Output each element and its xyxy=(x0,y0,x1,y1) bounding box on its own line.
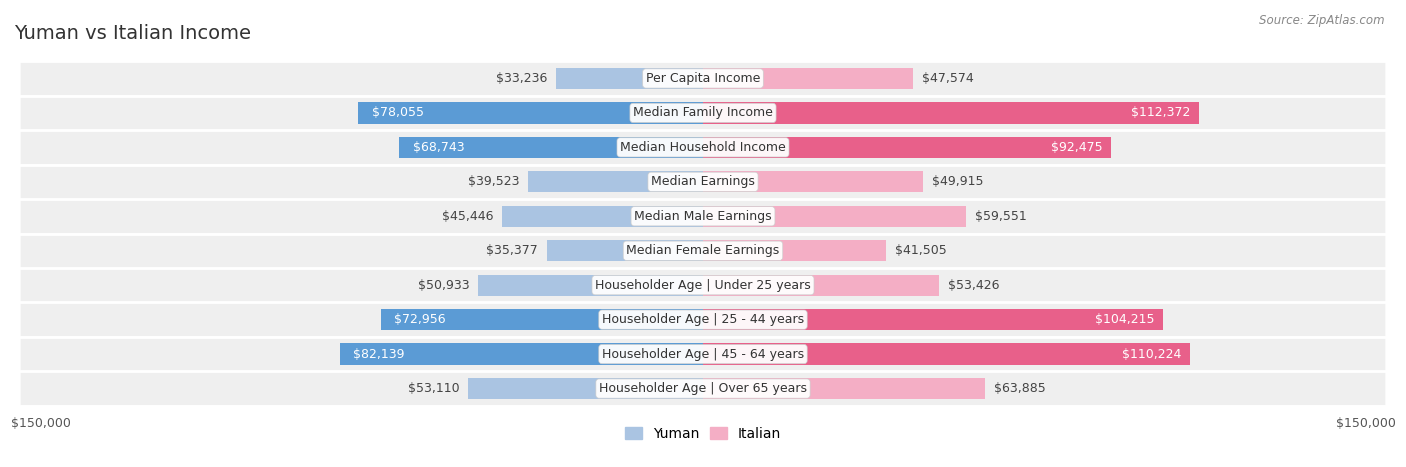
Bar xyxy=(703,275,939,296)
FancyBboxPatch shape xyxy=(21,165,1385,198)
Text: Median Female Earnings: Median Female Earnings xyxy=(627,244,779,257)
Bar xyxy=(703,137,1111,158)
Bar xyxy=(703,171,924,192)
Text: $39,523: $39,523 xyxy=(468,175,520,188)
FancyBboxPatch shape xyxy=(21,372,1385,405)
Bar xyxy=(399,137,703,158)
Text: $112,372: $112,372 xyxy=(1130,106,1191,120)
Bar xyxy=(703,68,912,89)
Text: $92,475: $92,475 xyxy=(1050,141,1102,154)
Text: $59,551: $59,551 xyxy=(974,210,1026,223)
Text: $49,915: $49,915 xyxy=(932,175,984,188)
Text: $45,446: $45,446 xyxy=(441,210,494,223)
Bar xyxy=(468,378,703,399)
Text: $78,055: $78,055 xyxy=(371,106,423,120)
Text: $110,224: $110,224 xyxy=(1122,347,1181,361)
Text: Householder Age | 45 - 64 years: Householder Age | 45 - 64 years xyxy=(602,347,804,361)
FancyBboxPatch shape xyxy=(21,62,1385,95)
Legend: Yuman, Italian: Yuman, Italian xyxy=(619,422,787,446)
Text: $47,574: $47,574 xyxy=(922,72,974,85)
Text: $82,139: $82,139 xyxy=(353,347,405,361)
Text: Householder Age | Over 65 years: Householder Age | Over 65 years xyxy=(599,382,807,395)
Bar xyxy=(359,102,703,124)
Text: Source: ZipAtlas.com: Source: ZipAtlas.com xyxy=(1260,14,1385,27)
Bar xyxy=(547,240,703,262)
Text: $50,933: $50,933 xyxy=(418,279,470,292)
Bar xyxy=(381,309,703,330)
Bar xyxy=(557,68,703,89)
Bar xyxy=(703,240,886,262)
Bar xyxy=(703,309,1163,330)
Text: $41,505: $41,505 xyxy=(896,244,946,257)
FancyBboxPatch shape xyxy=(21,337,1385,371)
FancyBboxPatch shape xyxy=(21,303,1385,337)
Text: $53,426: $53,426 xyxy=(948,279,1000,292)
Bar xyxy=(703,102,1199,124)
Text: Per Capita Income: Per Capita Income xyxy=(645,72,761,85)
Bar xyxy=(478,275,703,296)
Bar xyxy=(529,171,703,192)
Text: $68,743: $68,743 xyxy=(412,141,464,154)
FancyBboxPatch shape xyxy=(21,199,1385,233)
Text: Yuman vs Italian Income: Yuman vs Italian Income xyxy=(14,24,252,43)
Bar xyxy=(703,205,966,227)
Bar xyxy=(502,205,703,227)
Text: Median Male Earnings: Median Male Earnings xyxy=(634,210,772,223)
Text: $53,110: $53,110 xyxy=(408,382,460,395)
Text: $104,215: $104,215 xyxy=(1095,313,1154,326)
FancyBboxPatch shape xyxy=(21,130,1385,164)
Text: Householder Age | Under 25 years: Householder Age | Under 25 years xyxy=(595,279,811,292)
Bar xyxy=(703,378,986,399)
Text: Median Family Income: Median Family Income xyxy=(633,106,773,120)
Bar xyxy=(703,343,1189,365)
Text: $33,236: $33,236 xyxy=(496,72,547,85)
Text: Median Household Income: Median Household Income xyxy=(620,141,786,154)
FancyBboxPatch shape xyxy=(21,96,1385,130)
Text: Median Earnings: Median Earnings xyxy=(651,175,755,188)
Text: $35,377: $35,377 xyxy=(486,244,538,257)
FancyBboxPatch shape xyxy=(21,269,1385,302)
FancyBboxPatch shape xyxy=(21,234,1385,268)
Bar xyxy=(340,343,703,365)
Text: $63,885: $63,885 xyxy=(994,382,1046,395)
Text: $72,956: $72,956 xyxy=(394,313,446,326)
Text: Householder Age | 25 - 44 years: Householder Age | 25 - 44 years xyxy=(602,313,804,326)
